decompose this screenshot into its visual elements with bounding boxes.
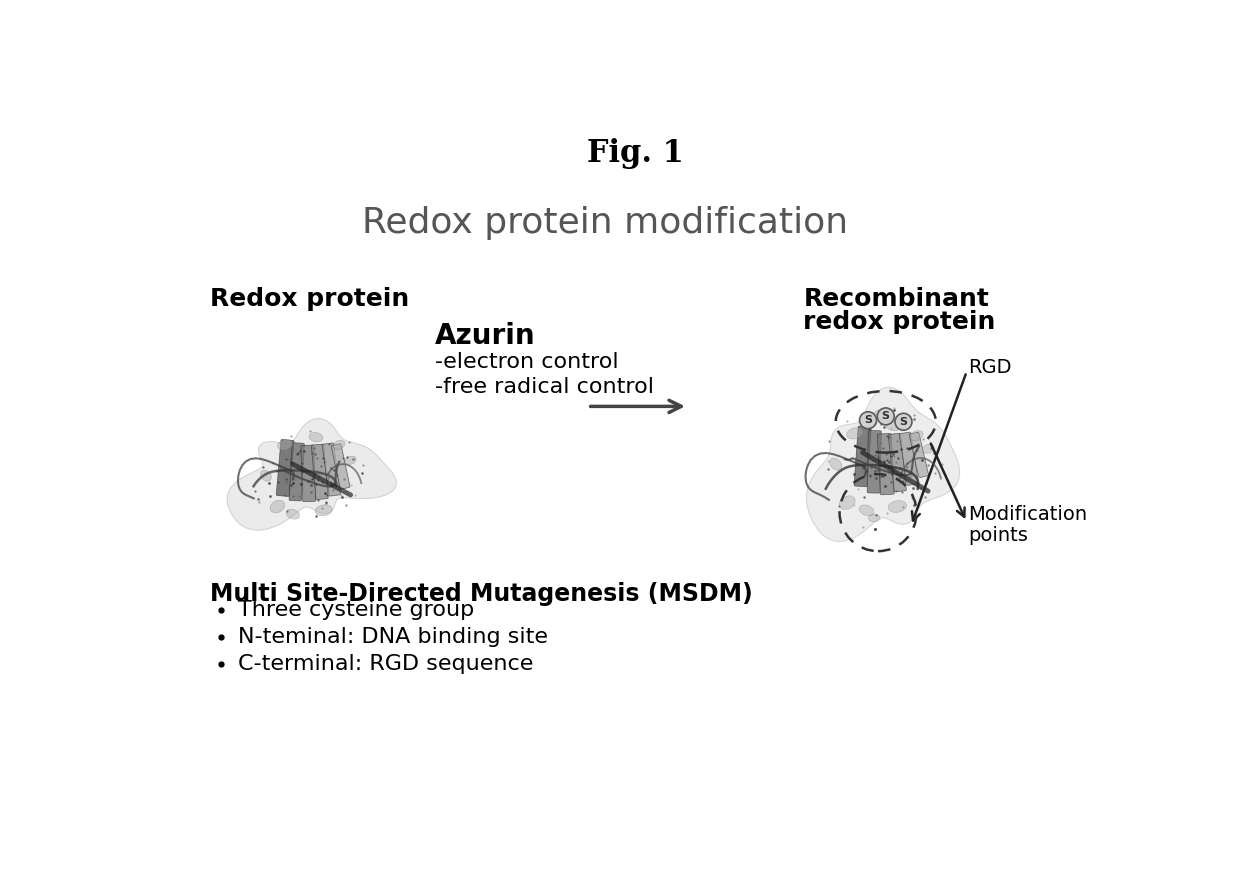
FancyBboxPatch shape <box>854 426 872 487</box>
Circle shape <box>877 408 894 425</box>
Circle shape <box>895 414 911 431</box>
Ellipse shape <box>859 505 874 515</box>
Text: Fig. 1: Fig. 1 <box>587 139 684 170</box>
FancyBboxPatch shape <box>289 443 304 501</box>
FancyBboxPatch shape <box>322 443 341 496</box>
Text: C-terminal: RGD sequence: C-terminal: RGD sequence <box>238 654 533 674</box>
Ellipse shape <box>923 445 934 453</box>
FancyBboxPatch shape <box>909 432 929 477</box>
Ellipse shape <box>309 432 322 442</box>
FancyBboxPatch shape <box>867 431 882 493</box>
Ellipse shape <box>847 428 863 439</box>
Text: redox protein: redox protein <box>804 310 996 334</box>
Text: Recombinant: Recombinant <box>804 287 990 311</box>
Text: -electron control: -electron control <box>435 353 619 372</box>
Ellipse shape <box>315 505 332 516</box>
Ellipse shape <box>839 496 856 509</box>
Ellipse shape <box>270 500 285 513</box>
Circle shape <box>859 412 877 429</box>
Polygon shape <box>806 387 960 541</box>
FancyBboxPatch shape <box>277 439 294 497</box>
FancyBboxPatch shape <box>899 432 919 485</box>
Ellipse shape <box>334 440 345 450</box>
Text: S: S <box>882 411 890 422</box>
Text: Redox protein: Redox protein <box>211 287 409 311</box>
Ellipse shape <box>260 470 272 481</box>
Ellipse shape <box>868 514 880 522</box>
Text: Multi Site-Directed Mutagenesis (MSDM): Multi Site-Directed Mutagenesis (MSDM) <box>211 582 753 606</box>
Text: S: S <box>899 416 908 427</box>
FancyBboxPatch shape <box>301 445 316 501</box>
FancyBboxPatch shape <box>331 444 350 489</box>
FancyBboxPatch shape <box>877 433 894 495</box>
Ellipse shape <box>345 456 356 464</box>
Ellipse shape <box>885 421 901 431</box>
Text: Three cysteine group: Three cysteine group <box>238 600 475 621</box>
Text: Modification: Modification <box>968 505 1087 523</box>
Ellipse shape <box>910 431 923 441</box>
Ellipse shape <box>874 409 889 419</box>
FancyBboxPatch shape <box>888 433 906 492</box>
Ellipse shape <box>286 509 300 519</box>
Polygon shape <box>227 419 397 530</box>
Text: Azurin: Azurin <box>435 322 536 350</box>
Text: N-teminal: DNA binding site: N-teminal: DNA binding site <box>238 628 548 647</box>
Text: S: S <box>864 415 872 425</box>
FancyBboxPatch shape <box>311 444 329 499</box>
Ellipse shape <box>830 458 842 470</box>
Ellipse shape <box>278 439 293 450</box>
Text: -free radical control: -free radical control <box>435 377 655 397</box>
Text: Redox protein modification: Redox protein modification <box>362 206 848 240</box>
Text: RGD: RGD <box>968 358 1012 377</box>
Text: points: points <box>968 526 1028 545</box>
Ellipse shape <box>888 500 906 513</box>
